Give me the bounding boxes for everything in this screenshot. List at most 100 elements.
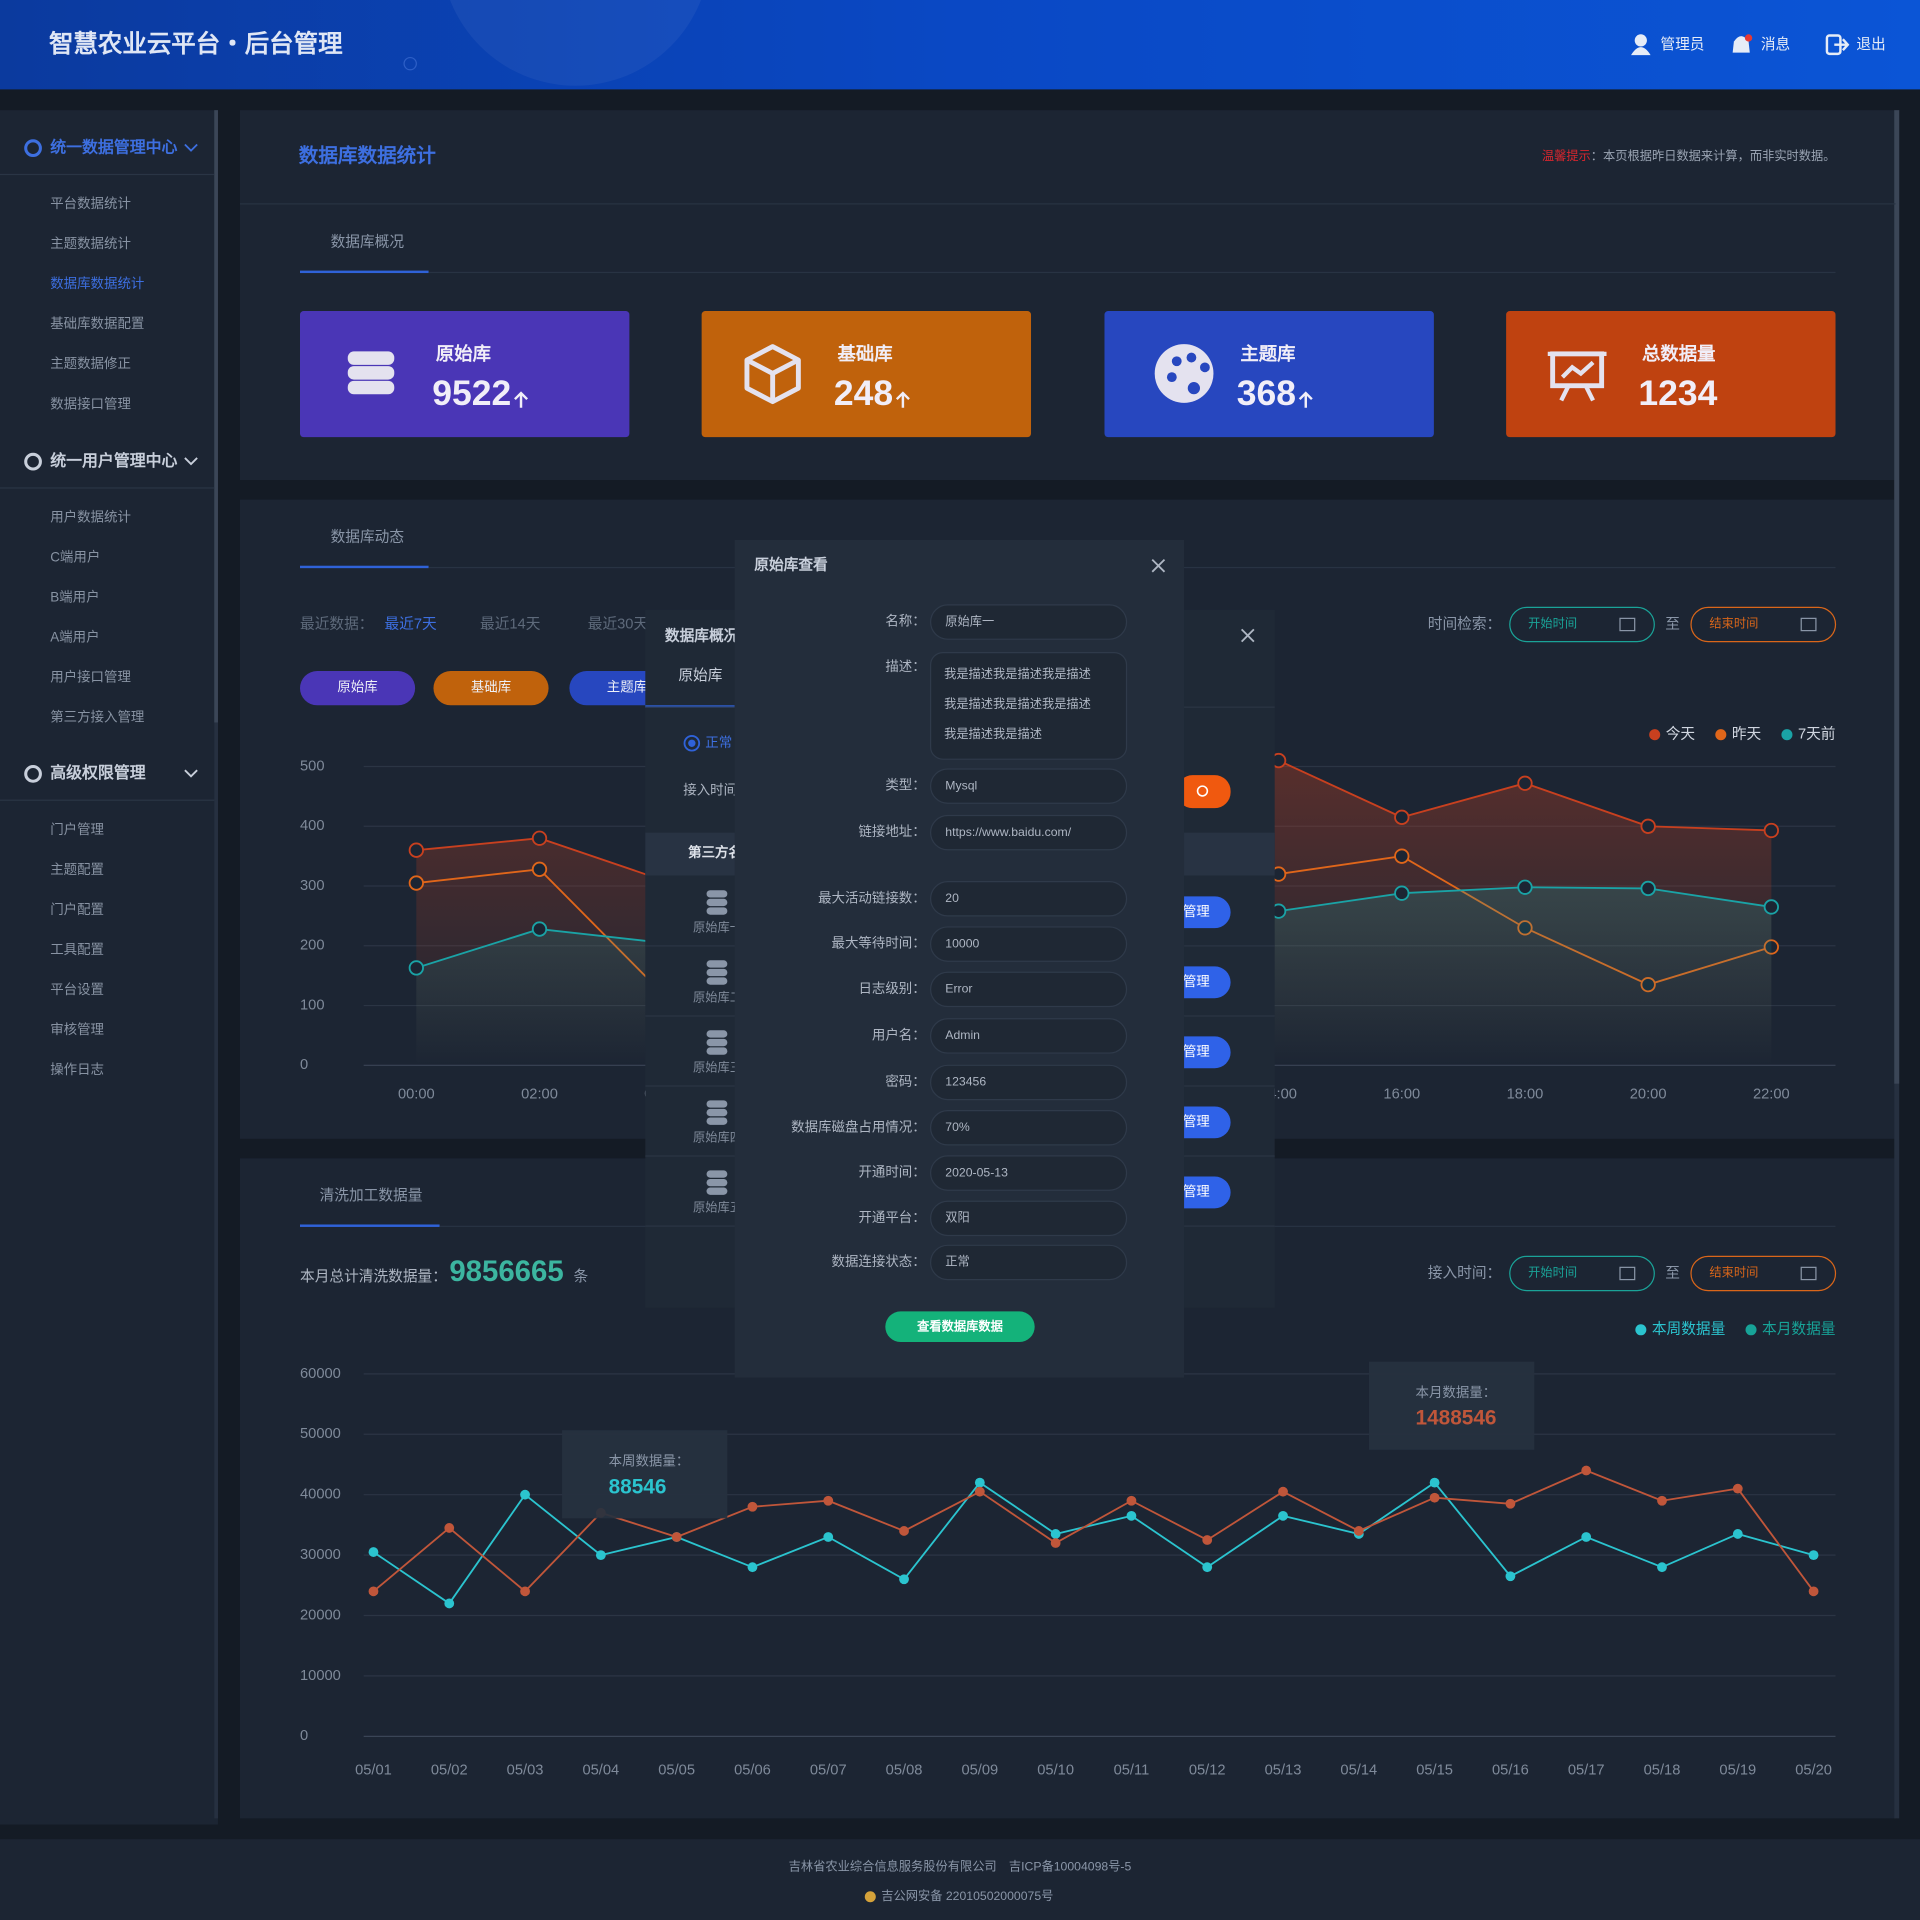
- trend-up: [1298, 391, 1313, 408]
- x-tick-label: 05/07: [810, 1762, 847, 1778]
- db-icon: [706, 1178, 728, 1187]
- range-option[interactable]: 最近14天: [480, 615, 541, 632]
- input[interactable]: [930, 926, 1128, 962]
- tab[interactable]: 数据库概况: [331, 233, 405, 250]
- nav-item[interactable]: 管理员: [1660, 36, 1704, 53]
- sidebar: [0, 110, 218, 1825]
- point: [974, 1477, 985, 1488]
- total-value: 9856665: [449, 1255, 563, 1288]
- tab-underline: [300, 1224, 440, 1227]
- menu-item[interactable]: A端用户: [50, 629, 99, 645]
- menu-item[interactable]: 操作日志: [50, 1062, 104, 1077]
- input[interactable]: [930, 971, 1128, 1008]
- row-name: 原始库四: [693, 1130, 742, 1145]
- calendar-icon: [1619, 1266, 1636, 1281]
- range-option[interactable]: 最近30天: [588, 615, 649, 632]
- legend-label: 今天: [1666, 726, 1696, 743]
- menu-item[interactable]: 平台数据统计: [50, 196, 131, 211]
- search-button[interactable]: [1176, 775, 1231, 809]
- footer-text: 吉公网安备 22010502000075号: [881, 1888, 1053, 1903]
- menu-item[interactable]: C端用户: [50, 549, 100, 565]
- menu-item[interactable]: 门户配置: [50, 901, 104, 917]
- close-icon[interactable]: [1240, 628, 1255, 643]
- db-icon: [706, 898, 728, 907]
- button-text: 管理: [1183, 904, 1210, 919]
- stat-label: 基础库: [837, 343, 893, 364]
- date-input[interactable]: [1690, 606, 1837, 643]
- menu-item[interactable]: 审核管理: [50, 1022, 104, 1037]
- nav-item[interactable]: 退出: [1856, 36, 1885, 53]
- menu-item[interactable]: 第三方接入管理: [50, 709, 144, 725]
- point: [899, 1574, 909, 1585]
- field-label: 日志级别：: [858, 981, 925, 996]
- nav-item[interactable]: 消息: [1761, 36, 1790, 53]
- db-icon: [706, 890, 728, 898]
- trend-up: [895, 391, 910, 408]
- close-icon[interactable]: [1151, 558, 1166, 573]
- input[interactable]: [930, 881, 1128, 917]
- app-title: 智慧农业云平台・后台管理: [49, 29, 343, 58]
- db-icon: [706, 1047, 728, 1055]
- menu-item[interactable]: 用户接口管理: [50, 669, 131, 685]
- tab[interactable]: 数据库动态: [331, 528, 405, 545]
- input[interactable]: [930, 1155, 1128, 1191]
- input[interactable]: [930, 1110, 1128, 1146]
- date-input[interactable]: [1509, 1255, 1655, 1292]
- tab[interactable]: 原始库: [678, 667, 722, 684]
- menu-group[interactable]: 高级权限管理: [50, 763, 146, 782]
- point: [1394, 848, 1410, 864]
- menu-group[interactable]: 统一用户管理中心: [50, 451, 177, 470]
- menu-item[interactable]: 数据接口管理: [50, 395, 131, 411]
- radio-dot: [688, 739, 696, 747]
- input[interactable]: [930, 604, 1128, 640]
- point: [1050, 1538, 1061, 1548]
- legend-dot: [1649, 729, 1661, 741]
- input[interactable]: [930, 768, 1128, 804]
- input[interactable]: [930, 1244, 1128, 1281]
- point: [1640, 880, 1656, 897]
- input[interactable]: [930, 1064, 1128, 1101]
- legend-label: 昨天: [1732, 726, 1762, 743]
- stat-value: 368: [1237, 373, 1296, 413]
- textarea[interactable]: [930, 652, 1128, 760]
- stat-value: 248: [834, 373, 893, 413]
- menu-item[interactable]: 主题数据统计: [50, 236, 131, 251]
- tooltip-value: 1488546: [1416, 1407, 1497, 1430]
- stat-label: 总数据量: [1642, 343, 1715, 364]
- input[interactable]: [930, 814, 1128, 851]
- menu-item[interactable]: 主题数据修正: [50, 356, 131, 371]
- range-option[interactable]: 最近7天: [384, 615, 437, 632]
- field-value: Error: [945, 982, 972, 996]
- menu-item[interactable]: 主题配置: [50, 862, 104, 877]
- input[interactable]: [930, 1018, 1128, 1054]
- point: [444, 1598, 455, 1609]
- radio[interactable]: [683, 735, 701, 752]
- filter-pill[interactable]: [433, 671, 549, 706]
- menu-item[interactable]: 门户管理: [50, 821, 104, 837]
- primary-button[interactable]: [885, 1311, 1035, 1343]
- field-value: 70%: [945, 1120, 970, 1134]
- menu-item[interactable]: 用户数据统计: [50, 509, 131, 525]
- menu-item[interactable]: B端用户: [50, 589, 99, 605]
- filter-label: 时间检索：: [1428, 615, 1501, 632]
- menu-group[interactable]: 统一数据管理中心: [50, 137, 177, 156]
- menu-item[interactable]: 数据库数据统计: [50, 276, 144, 291]
- point: [1732, 1483, 1743, 1494]
- police-badge: [864, 1891, 876, 1903]
- x-tick-label: 22:00: [1753, 1087, 1790, 1103]
- menu-item[interactable]: 基础库数据配置: [50, 315, 144, 331]
- point: [408, 875, 424, 891]
- divider: [240, 203, 1896, 205]
- notice-text: ：本页根据昨日数据来计算，而非实时数据。: [1591, 148, 1836, 163]
- tab[interactable]: 清洗加工数据量: [320, 1187, 423, 1204]
- filter-pill[interactable]: [300, 671, 416, 706]
- menu-item[interactable]: 工具配置: [50, 942, 104, 957]
- menu-item[interactable]: 平台设置: [50, 982, 104, 997]
- chevron: [184, 143, 198, 152]
- point: [1581, 1532, 1592, 1542]
- date-input[interactable]: [1509, 606, 1655, 643]
- x-tick-label: 05/01: [355, 1762, 392, 1778]
- point: [671, 1532, 682, 1542]
- input[interactable]: [930, 1200, 1128, 1237]
- date-input[interactable]: [1690, 1255, 1837, 1292]
